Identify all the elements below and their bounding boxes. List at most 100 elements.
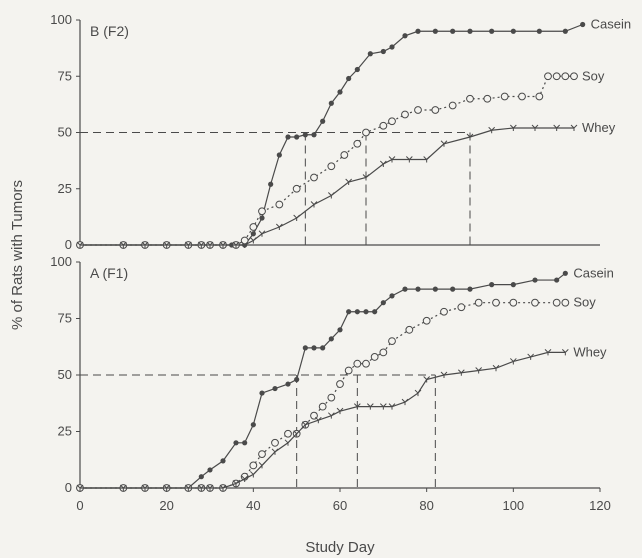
- panel-a-casein-point: [380, 300, 386, 306]
- panel-b-whey-point: [423, 156, 431, 163]
- panel-b-whey-point: [388, 156, 396, 163]
- panel-a-whey-point: [184, 484, 192, 491]
- panel-a-whey-point: [475, 367, 483, 374]
- panel-b-casein-point: [367, 51, 373, 57]
- panel-a-label: A (F1): [90, 265, 128, 281]
- panel-a-soy-point: [327, 393, 336, 402]
- panel-a-soy-point: [370, 353, 379, 361]
- panel-a-whey-point: [440, 371, 448, 378]
- panel-b-soy-point: [518, 92, 526, 101]
- panel-a-casein-point: [272, 385, 278, 392]
- panel-a-soy-point: [474, 298, 483, 307]
- panel-b-soy-point: [258, 207, 266, 216]
- panel-b-whey-point: [310, 201, 318, 208]
- panel-a-casein-point: [450, 286, 456, 292]
- panel-b-whey-point: [466, 133, 474, 140]
- panel-b-y-tick-label: 50: [58, 125, 72, 140]
- panel-a-whey-point: [76, 484, 84, 491]
- panel-a-whey-point: [561, 349, 569, 356]
- panel-b-casein-point: [337, 89, 343, 95]
- panel-a-whey-point: [219, 484, 227, 491]
- panel-a-whey-point: [366, 403, 374, 410]
- panel-a-casein-point: [532, 277, 538, 283]
- panel-a-y-tick-label: 50: [58, 367, 72, 382]
- panel-b-whey-point: [405, 156, 413, 163]
- panel-a-whey-point: [141, 484, 149, 491]
- panel-a-soy-point: [353, 359, 362, 368]
- panel-b-whey-point: [141, 241, 149, 248]
- panel-a-whey-point: [293, 430, 301, 437]
- panel-b-whey-point: [249, 237, 257, 244]
- panel-b-soy-point: [535, 92, 544, 101]
- panel-a-soy-point: [457, 303, 466, 312]
- panel-b-casein-point: [415, 28, 421, 34]
- panel-b-whey-point: [241, 241, 249, 248]
- panel-a-x-tick-label: 40: [246, 498, 260, 513]
- panel-a-soy-point: [552, 298, 561, 307]
- panel-a-whey-point: [353, 403, 361, 410]
- panel-b-casein-line: [80, 23, 583, 246]
- panel-a-whey-point: [414, 389, 422, 397]
- panel-b-series-soy: Soy: [76, 68, 605, 249]
- panel-a-casein-point: [294, 376, 300, 383]
- panel-a-soy-point: [344, 366, 353, 375]
- panel-b-whey-point: [553, 124, 561, 131]
- panel-a-whey-line: [80, 351, 566, 489]
- panel-b-whey-point: [509, 124, 517, 131]
- panel-a-series-casein: Casein: [77, 265, 614, 491]
- panel-b-whey-label: Whey: [582, 120, 616, 135]
- panel-a-whey-point: [197, 484, 205, 491]
- panel-a-casein-point: [554, 277, 560, 283]
- panel-b-soy-point: [310, 173, 318, 182]
- panel-b-whey-point: [362, 174, 370, 181]
- panel-b-whey-point: [184, 241, 192, 248]
- panel-b-whey-point: [258, 230, 266, 237]
- panel-a-soy-label: Soy: [573, 295, 596, 310]
- panel-b-soy-point: [414, 106, 422, 114]
- panel-b-casein-point: [328, 100, 334, 106]
- panel-a-whey-point: [327, 412, 335, 419]
- panel-a-casein-point: [389, 293, 395, 299]
- panel-b: 0 25 50 75 100 B (F2) Casein Soy Whey: [50, 12, 631, 252]
- panel-b-whey-point: [219, 241, 227, 248]
- panel-b-casein-point: [354, 66, 360, 73]
- panel-a-x-tick-label: 120: [589, 498, 611, 513]
- panel-b-soy-point: [561, 72, 570, 81]
- panel-a-casein-point: [302, 345, 308, 351]
- panel-a-casein-point: [242, 440, 248, 446]
- panel-b-whey-point: [163, 241, 171, 248]
- panel-b-whey-point: [379, 160, 387, 167]
- panel-b-casein-point: [380, 48, 386, 55]
- panel-b-casein-point: [250, 231, 256, 237]
- panel-b-casein-point: [268, 181, 274, 187]
- panel-b-casein-point: [346, 75, 352, 82]
- panel-b-casein-point: [510, 28, 516, 34]
- panel-a-casein-label: Casein: [573, 265, 613, 280]
- panel-a-casein-point: [207, 467, 213, 473]
- panel-b-soy-point: [353, 139, 362, 148]
- panel-a-y-tick-label: 0: [65, 480, 72, 495]
- panel-a-casein-point: [372, 309, 378, 315]
- panel-a-whey-point: [423, 376, 431, 383]
- panel-a-casein-point: [354, 309, 360, 315]
- panel-b-casein-point: [294, 134, 300, 140]
- panel-a-casein-point: [233, 440, 239, 446]
- panel-b-soy-point: [544, 72, 552, 81]
- panel-b-soy-line: [80, 75, 574, 246]
- panel-a-casein-point: [402, 286, 408, 292]
- panel-b-whey-point: [197, 241, 205, 248]
- panel-b-soy-point: [275, 200, 284, 209]
- panel-a-casein-point: [510, 282, 516, 288]
- panel-b-casein-point: [320, 118, 326, 124]
- panel-a-whey-point: [457, 369, 465, 376]
- panel-a-whey-point: [544, 349, 552, 356]
- panel-a-whey-point: [509, 358, 517, 365]
- panel-a-whey-point: [314, 416, 322, 424]
- panel-b-whey-point: [293, 214, 301, 221]
- panel-a-soy-line: [80, 302, 566, 489]
- panel-b-soy-point: [388, 117, 396, 126]
- panel-b-casein-label: Casein: [591, 17, 631, 32]
- panel-b-series-whey: Whey: [76, 120, 616, 248]
- panel-a-soy-point: [531, 298, 539, 307]
